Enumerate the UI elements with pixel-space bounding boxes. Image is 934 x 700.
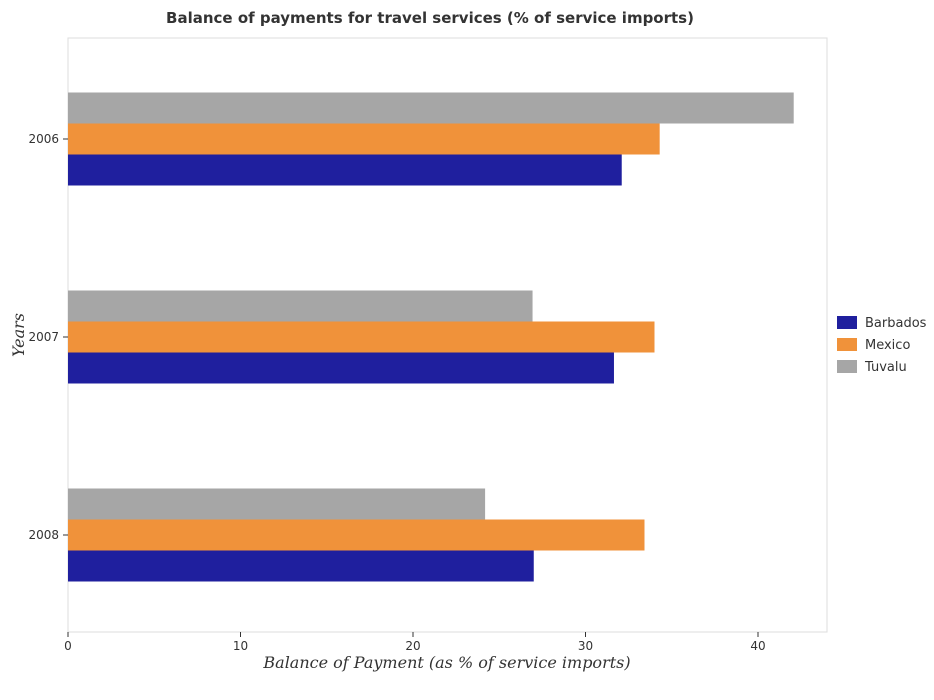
y-tick-label-2008: 2008 [28, 528, 59, 542]
bar-mexico-2008 [68, 519, 645, 551]
bar-mexico-2007 [68, 321, 655, 353]
legend-label-barbados: Barbados [865, 316, 927, 331]
x-tick-label-30: 30 [578, 639, 593, 653]
legend-swatch-barbados [837, 316, 857, 329]
legend-swatch-mexico [837, 338, 857, 351]
x-tick-label-10: 10 [233, 639, 248, 653]
bars-group [68, 92, 794, 582]
x-axis-label: Balance of Payment (as % of service impo… [262, 653, 630, 672]
legend-label-tuvalu: Tuvalu [864, 360, 907, 375]
legend-swatch-tuvalu [837, 360, 857, 373]
x-tick-label-20: 20 [405, 639, 420, 653]
y-axis-label: Years [9, 313, 28, 357]
bar-tuvalu-2007 [68, 290, 533, 322]
x-axis-ticks: 0 10 20 30 40 [64, 632, 766, 653]
legend-label-mexico: Mexico [865, 338, 910, 353]
bar-barbados-2007 [68, 352, 614, 384]
y-tick-label-2006: 2006 [28, 132, 59, 146]
bar-mexico-2006 [68, 123, 660, 155]
y-axis-ticks: 2006 2007 2008 [28, 132, 68, 542]
bar-tuvalu-2006 [68, 92, 794, 124]
chart-title: Balance of payments for travel services … [166, 9, 694, 27]
x-tick-label-0: 0 [64, 639, 72, 653]
x-tick-label-40: 40 [750, 639, 765, 653]
bar-barbados-2006 [68, 154, 622, 186]
bar-barbados-2008 [68, 550, 534, 582]
bar-tuvalu-2008 [68, 488, 486, 520]
y-tick-label-2007: 2007 [28, 330, 59, 344]
legend: Barbados Mexico Tuvalu [837, 316, 927, 375]
